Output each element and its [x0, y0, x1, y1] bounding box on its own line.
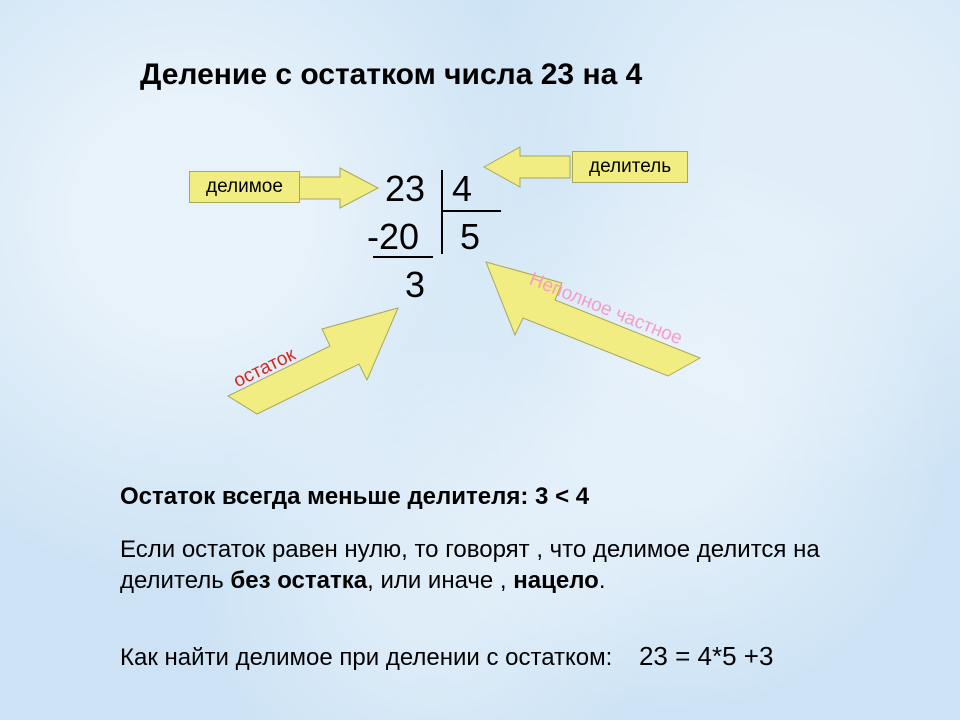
label-divisor: делитель — [572, 151, 688, 183]
find-dividend-label: Как найти делимое при делении с остатком… — [120, 644, 612, 671]
label-dividend: делимое — [189, 171, 300, 203]
slide: Деление с остатком числа 23 на 4 23 4 -2… — [0, 0, 960, 720]
arrow-layer — [0, 0, 960, 720]
arrow-quotient — [486, 262, 700, 376]
rule-inequality: 3 < 4 — [535, 483, 589, 510]
rule-text-part: Остаток всегда меньше делителя: — [120, 483, 535, 510]
arrow-divisor — [484, 147, 570, 187]
zero-remainder-c: , или иначе , — [367, 567, 513, 594]
find-dividend-text: Как найти делимое при делении с остатком… — [120, 640, 880, 674]
zero-remainder-e: . — [599, 567, 606, 594]
rule-text: Остаток всегда меньше делителя: 3 < 4 — [120, 482, 880, 513]
zero-remainder-d: нацело — [513, 567, 599, 594]
zero-remainder-b: без остатка — [230, 567, 367, 594]
zero-remainder-text: Если остаток равен нулю, то говорят , чт… — [120, 535, 880, 596]
formula: 23 = 4*5 +3 — [639, 641, 773, 671]
